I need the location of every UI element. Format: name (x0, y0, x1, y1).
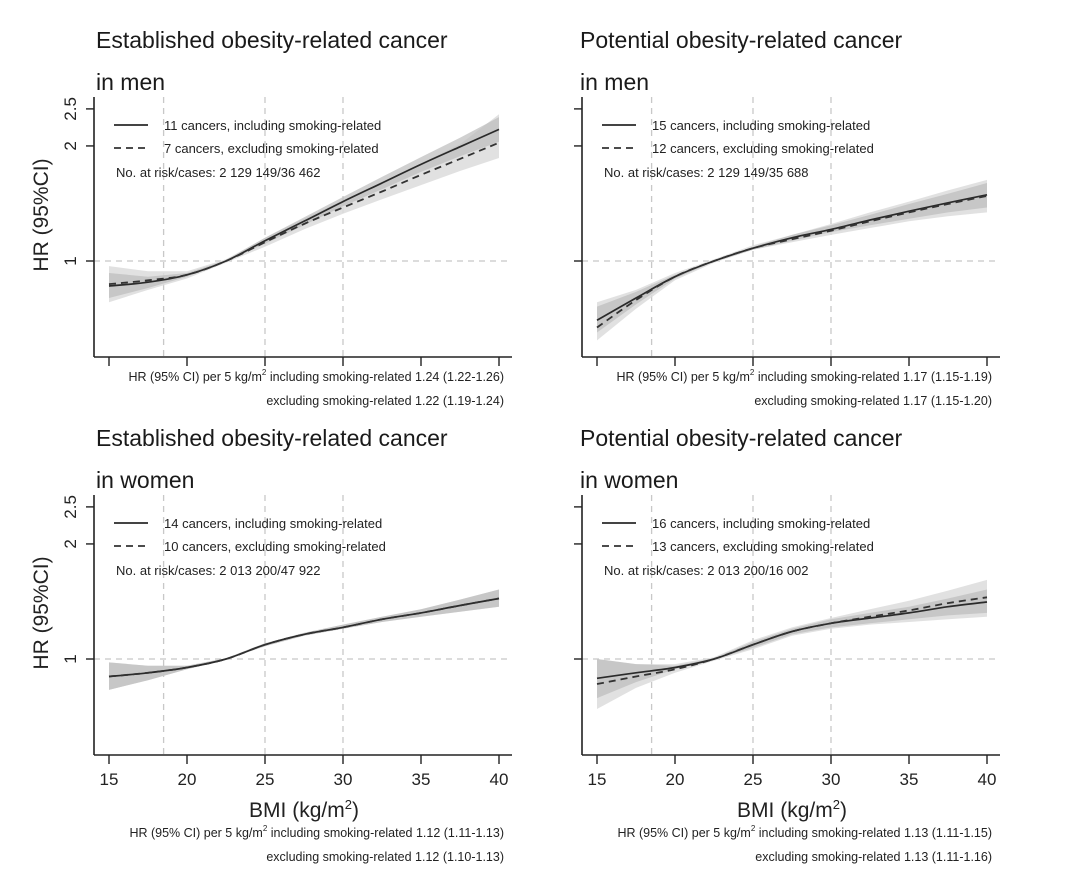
x-tick-label: 40 (978, 770, 997, 789)
chart-panel-2: Potential obesity-related cancer in men 15… (574, 27, 1000, 408)
hr-footnote: HR (95% CI) per 5 kg/m2 including smokin… (129, 824, 504, 840)
x-tick-label: 25 (256, 770, 275, 789)
at-risk-text: No. at risk/cases: 2 013 200/47 922 (116, 563, 321, 578)
chart-title: in women (580, 467, 678, 493)
legend-label: 13 cancers, excluding smoking-related (652, 539, 874, 554)
at-risk-text: No. at risk/cases: 2 129 149/36 462 (116, 165, 321, 180)
chart-title: Potential obesity-related cancer (580, 27, 903, 53)
series-line-including (596, 601, 988, 680)
hr-footnote: excluding smoking-related 1.22 (1.19-1.2… (266, 394, 504, 408)
series-line-excluding (596, 195, 988, 329)
y-tick-label: 2 (61, 539, 80, 548)
y-tick-label: 2.5 (61, 495, 80, 519)
hr-footnote: HR (95% CI) per 5 kg/m2 including smokin… (617, 824, 992, 840)
ci-band-including (597, 183, 987, 333)
chart-title: in men (96, 69, 165, 95)
hr-footnote: excluding smoking-related 1.12 (1.10-1.1… (266, 850, 504, 864)
x-tick-label: 30 (822, 770, 841, 789)
series-line-including (596, 193, 988, 321)
y-axis-label: HR (95%CI) (30, 556, 53, 669)
at-risk-text: No. at risk/cases: 2 013 200/16 002 (604, 563, 809, 578)
x-tick-label: 20 (666, 770, 685, 789)
x-tick-label: 25 (744, 770, 763, 789)
chart-panel-3: Established obesity-related cancer in wom… (30, 425, 512, 864)
ci-band-excluding (597, 579, 987, 709)
legend-label: 10 cancers, excluding smoking-related (164, 539, 386, 554)
ci-band-including (597, 589, 987, 699)
y-tick-label: 2 (61, 141, 80, 150)
series-line-excluding (108, 141, 500, 286)
chart-panel-4: Potential obesity-related cancer in women… (574, 425, 1000, 864)
ci-band-including (109, 589, 499, 690)
y-tick-label: 1 (61, 256, 80, 265)
x-axis-label: BMI (kg/m2) (249, 797, 359, 822)
legend-label: 15 cancers, including smoking-related (652, 118, 870, 133)
y-tick-label: 2.5 (61, 97, 80, 121)
x-tick-label: 20 (178, 770, 197, 789)
hr-footnote: excluding smoking-related 1.13 (1.11-1.1… (755, 850, 992, 864)
series-line-excluding (108, 597, 500, 678)
legend-label: 7 cancers, excluding smoking-related (164, 141, 379, 156)
x-tick-label: 15 (588, 770, 607, 789)
legend-label: 16 cancers, including smoking-related (652, 516, 870, 531)
y-axis-label: HR (95%CI) (30, 158, 53, 271)
hr-footnote: excluding smoking-related 1.17 (1.15-1.2… (754, 394, 992, 408)
legend-label: 12 cancers, excluding smoking-related (652, 141, 874, 156)
y-tick-label: 1 (61, 654, 80, 663)
chart-title: in men (580, 69, 649, 95)
x-tick-label: 15 (100, 770, 119, 789)
chart-title: Established obesity-related cancer (96, 27, 448, 53)
chart-title: Established obesity-related cancer (96, 425, 448, 451)
hr-footnote: HR (95% CI) per 5 kg/m2 including smokin… (129, 368, 504, 384)
hr-footnote: HR (95% CI) per 5 kg/m2 including smokin… (617, 368, 992, 384)
legend-label: 14 cancers, including smoking-related (164, 516, 382, 531)
chart-title: in women (96, 467, 194, 493)
x-axis-label: BMI (kg/m2) (737, 797, 847, 822)
at-risk-text: No. at risk/cases: 2 129 149/35 688 (604, 165, 809, 180)
x-tick-label: 35 (412, 770, 431, 789)
x-tick-label: 40 (490, 770, 509, 789)
chart-title: Potential obesity-related cancer (580, 425, 903, 451)
x-tick-label: 35 (900, 770, 919, 789)
legend-label: 11 cancers, including smoking-related (164, 118, 381, 133)
chart-panel-1: Established obesity-related cancer in men… (30, 27, 512, 408)
x-tick-label: 30 (334, 770, 353, 789)
